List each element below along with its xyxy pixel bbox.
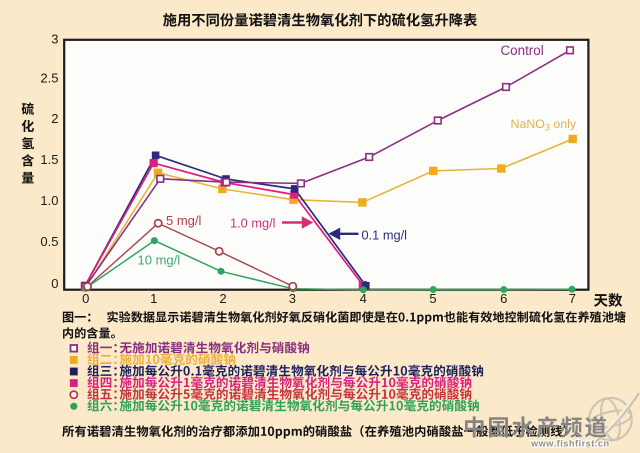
svg-text:0.1 mg/l: 0.1 mg/l <box>362 228 408 243</box>
svg-text:0: 0 <box>51 276 58 291</box>
svg-text:4: 4 <box>360 291 367 306</box>
svg-text:10 mg/l: 10 mg/l <box>138 253 181 268</box>
svg-text:2: 2 <box>51 111 58 126</box>
svg-text:2: 2 <box>219 291 226 306</box>
svg-text:www.fishfirst.cn: www.fishfirst.cn <box>530 438 610 448</box>
svg-text:1.0: 1.0 <box>40 193 58 208</box>
svg-text:NaNO3 only: NaNO3 only <box>511 117 577 133</box>
svg-text:0.5: 0.5 <box>40 234 58 249</box>
svg-text:1.5: 1.5 <box>40 152 58 167</box>
svg-text:7: 7 <box>569 291 576 306</box>
svg-text:Control: Control <box>501 43 544 58</box>
svg-text:2.5: 2.5 <box>40 70 58 85</box>
svg-text:5 mg/l: 5 mg/l <box>166 213 202 228</box>
svg-text:5: 5 <box>429 291 436 306</box>
svg-text:6: 6 <box>500 291 507 306</box>
svg-text:1.0 mg/l: 1.0 mg/l <box>230 216 276 231</box>
svg-text:0: 0 <box>82 291 89 306</box>
svg-text:3: 3 <box>51 32 58 47</box>
svg-text:1: 1 <box>150 291 157 306</box>
svg-text:3: 3 <box>289 291 296 306</box>
